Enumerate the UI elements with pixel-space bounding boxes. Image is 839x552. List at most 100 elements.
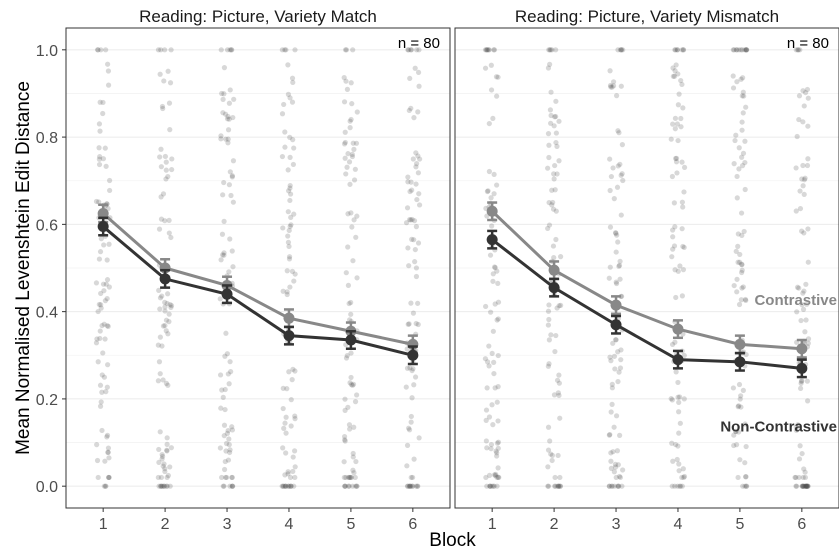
raw-point: [494, 268, 500, 274]
raw-point: [222, 111, 229, 117]
raw-point: [287, 95, 293, 101]
raw-point: [490, 271, 496, 277]
raw-point: [676, 399, 682, 406]
raw-point: [286, 256, 293, 262]
raw-point: [494, 399, 500, 405]
raw-point: [739, 269, 745, 276]
raw-point: [608, 173, 614, 180]
raw-point: [678, 115, 684, 122]
raw-point: [736, 166, 742, 172]
raw-point: [345, 282, 352, 288]
raw-point: [804, 86, 811, 93]
raw-point: [676, 468, 682, 474]
raw-point: [490, 278, 496, 284]
raw-point: [407, 217, 413, 223]
raw-point: [553, 113, 559, 120]
raw-point: [347, 118, 353, 124]
raw-point: [285, 469, 291, 475]
raw-point: [106, 241, 112, 247]
raw-point: [800, 474, 806, 481]
raw-point: [345, 244, 351, 250]
raw-point: [677, 483, 683, 489]
raw-point: [155, 378, 161, 384]
raw-point: [495, 316, 501, 322]
raw-point: [351, 146, 357, 152]
raw-point: [348, 474, 355, 481]
raw-point: [618, 47, 625, 53]
raw-point: [352, 166, 358, 172]
raw-point: [552, 114, 558, 120]
raw-point: [552, 474, 558, 481]
raw-point: [743, 474, 749, 480]
raw-point: [157, 306, 163, 312]
raw-point: [680, 267, 687, 273]
raw-point: [671, 73, 678, 79]
raw-point: [674, 456, 680, 463]
raw-point: [612, 366, 618, 372]
raw-point: [551, 176, 557, 182]
raw-point: [615, 163, 621, 169]
raw-point: [290, 454, 296, 460]
raw-point: [681, 244, 687, 251]
raw-point: [673, 62, 679, 68]
raw-point: [105, 449, 111, 455]
raw-point: [743, 47, 749, 53]
raw-point: [743, 47, 749, 53]
raw-point: [797, 47, 803, 53]
raw-point: [739, 232, 745, 238]
raw-point: [225, 371, 231, 377]
raw-point: [805, 483, 811, 489]
raw-point: [615, 378, 621, 385]
raw-point: [350, 140, 356, 146]
raw-point: [342, 155, 348, 161]
raw-point: [105, 68, 112, 74]
raw-point: [100, 110, 106, 117]
raw-point: [351, 177, 358, 183]
x-tick-label: 1: [488, 516, 497, 533]
raw-point: [742, 138, 748, 144]
raw-point: [228, 47, 234, 53]
raw-point: [739, 285, 745, 291]
raw-point: [349, 382, 356, 388]
raw-point: [155, 474, 161, 481]
raw-point: [160, 105, 166, 112]
raw-point: [793, 474, 799, 481]
raw-point: [483, 474, 489, 481]
raw-point: [803, 317, 809, 323]
raw-point: [98, 290, 104, 297]
raw-point: [797, 205, 804, 212]
series-line: [102, 225, 414, 357]
raw-point: [405, 47, 411, 53]
raw-point: [292, 464, 298, 470]
raw-point: [159, 343, 165, 349]
raw-point: [670, 246, 676, 252]
raw-point: [736, 301, 743, 308]
raw-point: [280, 385, 286, 391]
raw-point: [801, 191, 807, 198]
raw-point: [739, 127, 745, 133]
raw-point: [617, 365, 624, 371]
raw-point: [348, 210, 354, 216]
raw-point: [221, 466, 228, 473]
raw-point: [801, 483, 807, 489]
raw-point: [555, 452, 561, 459]
raw-point: [553, 236, 559, 243]
raw-point: [288, 397, 294, 403]
raw-point: [96, 256, 103, 262]
raw-point: [224, 430, 230, 436]
raw-point: [106, 474, 112, 481]
raw-point: [483, 303, 489, 310]
x-tick-label: 6: [408, 516, 417, 533]
raw-point: [416, 202, 423, 208]
y-tick-label: 0.0: [36, 479, 58, 496]
raw-point: [491, 370, 497, 377]
raw-point: [290, 137, 296, 143]
raw-point: [802, 483, 808, 489]
data-point: [672, 323, 684, 335]
x-tick-label: 5: [735, 516, 744, 533]
raw-point: [611, 353, 618, 359]
raw-point: [489, 483, 495, 489]
raw-point: [681, 164, 688, 171]
raw-point: [609, 483, 615, 489]
raw-point: [413, 273, 420, 280]
